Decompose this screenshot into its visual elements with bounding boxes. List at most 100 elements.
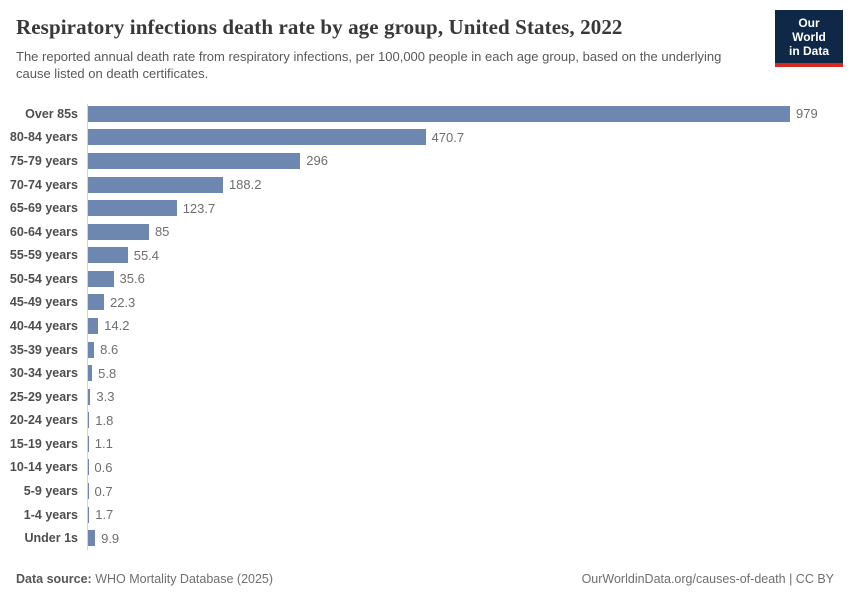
bar-row: 80-84 years 470.7	[0, 126, 850, 150]
bar-row: Under 1s 9.9	[0, 526, 850, 550]
bar[interactable]	[88, 105, 790, 122]
bar-track: 22.3	[88, 294, 850, 311]
category-label: Over 85s	[25, 106, 78, 121]
value-label: 8.6	[100, 342, 119, 358]
value-label: 85	[154, 224, 170, 240]
bar[interactable]	[88, 412, 90, 429]
bar-row: 1-4 years 1.7	[0, 503, 850, 527]
bar-track: 0.6	[88, 459, 850, 476]
value-label: 5.8	[98, 365, 117, 381]
bar-row: 45-49 years 22.3	[0, 291, 850, 315]
value-label: 979	[796, 106, 818, 122]
category-label: 55-59 years	[9, 248, 78, 263]
category-label: 20-24 years	[9, 413, 78, 428]
category-label: 10-14 years	[9, 460, 78, 475]
bar-row: 20-24 years 1.8	[0, 409, 850, 433]
bar[interactable]	[88, 365, 93, 382]
category-label: 1-4 years	[23, 507, 78, 522]
chart-subtitle: The reported annual death rate from resp…	[16, 49, 722, 81]
bar-track: 85	[88, 223, 850, 240]
bar-track: 55.4	[88, 247, 850, 264]
bar[interactable]	[88, 223, 149, 240]
bar-track: 470.7	[88, 129, 850, 146]
bar-track: 35.6	[88, 270, 850, 287]
chart-rows: Over 85s 979 80-84 years 470.7 75-79 years 29…	[0, 102, 850, 550]
bar[interactable]	[88, 129, 426, 146]
bar-row: 55-59 years 55.4	[0, 243, 850, 267]
bar-track: 296	[88, 152, 850, 169]
bar[interactable]	[88, 294, 104, 311]
value-label: 3.3	[96, 389, 115, 405]
category-label: 25-29 years	[9, 389, 78, 404]
value-label: 296	[306, 153, 328, 169]
bar[interactable]	[88, 200, 177, 217]
bar-row: 65-69 years 123.7	[0, 196, 850, 220]
bar-row: 30-34 years 5.8	[0, 361, 850, 385]
bar[interactable]	[88, 435, 89, 452]
bar-row: 40-44 years 14.2	[0, 314, 850, 338]
category-label: 5-9 years	[23, 484, 78, 499]
chart-title: Respiratory infections death rate by age…	[16, 15, 623, 39]
bar[interactable]	[88, 247, 128, 264]
bar-row: 10-14 years 0.6	[0, 456, 850, 480]
value-label: 188.2	[228, 177, 262, 193]
bar-track: 123.7	[88, 200, 850, 217]
value-label: 14.2	[104, 318, 130, 334]
value-label: 0.6	[94, 459, 113, 475]
category-label: 65-69 years	[9, 201, 78, 216]
bar[interactable]	[88, 483, 89, 500]
bar-track: 1.7	[88, 506, 850, 523]
bar-track: 188.2	[88, 176, 850, 193]
value-label: 9.9	[101, 530, 120, 546]
category-label: 80-84 years	[9, 130, 78, 145]
bar[interactable]	[88, 341, 95, 358]
category-label: 40-44 years	[9, 318, 78, 333]
chart-header: Respiratory infections death rate by age…	[0, 0, 850, 82]
data-source-label: Data source:	[16, 572, 92, 586]
value-label: 1.1	[94, 436, 113, 452]
owid-logo: Our World in Data	[775, 10, 843, 67]
bar-row: 50-54 years 35.6	[0, 267, 850, 291]
bar-track: 1.8	[88, 412, 850, 429]
bar-track: 5.8	[88, 365, 850, 382]
value-label: 123.7	[182, 200, 216, 216]
category-label: 45-49 years	[9, 295, 78, 310]
value-label: 0.7	[94, 483, 113, 499]
category-label: 70-74 years	[9, 177, 78, 192]
bar-track: 8.6	[88, 341, 850, 358]
bar-row: 60-64 years 85	[0, 220, 850, 244]
bar-track: 9.9	[88, 530, 850, 547]
bar[interactable]	[88, 270, 114, 287]
bar[interactable]	[88, 530, 96, 547]
bar-row: 15-19 years 1.1	[0, 432, 850, 456]
value-label: 1.8	[95, 412, 114, 428]
bar-track: 14.2	[88, 317, 850, 334]
bar-track: 3.3	[88, 388, 850, 405]
data-source: Data source: WHO Mortality Database (202…	[16, 572, 273, 586]
bar[interactable]	[88, 506, 90, 523]
bar-row: 5-9 years 0.7	[0, 479, 850, 503]
bar-row: 75-79 years 296	[0, 149, 850, 173]
category-label: 35-39 years	[9, 342, 78, 357]
bar[interactable]	[88, 152, 301, 169]
chart-footer: Data source: WHO Mortality Database (202…	[16, 572, 834, 586]
bar-track: 0.7	[88, 483, 850, 500]
bar-row: 70-74 years 188.2	[0, 173, 850, 197]
data-source-value: WHO Mortality Database (2025)	[91, 572, 274, 586]
category-label: 60-64 years	[9, 224, 78, 239]
category-label: 30-34 years	[9, 366, 78, 381]
category-label: 75-79 years	[9, 153, 78, 168]
bar-row: 35-39 years 8.6	[0, 338, 850, 362]
y-axis-line	[87, 104, 88, 550]
value-label: 35.6	[119, 271, 145, 287]
bar[interactable]	[88, 317, 99, 334]
bar-track: 1.1	[88, 435, 850, 452]
owid-logo-line2: in Data	[788, 44, 829, 58]
owid-logo-line1: Our World	[792, 16, 826, 44]
category-label: 50-54 years	[9, 271, 78, 286]
bar[interactable]	[88, 388, 91, 405]
bar-track: 979	[88, 105, 850, 122]
bar[interactable]	[88, 176, 223, 193]
bar-row: Over 85s 979	[0, 102, 850, 126]
